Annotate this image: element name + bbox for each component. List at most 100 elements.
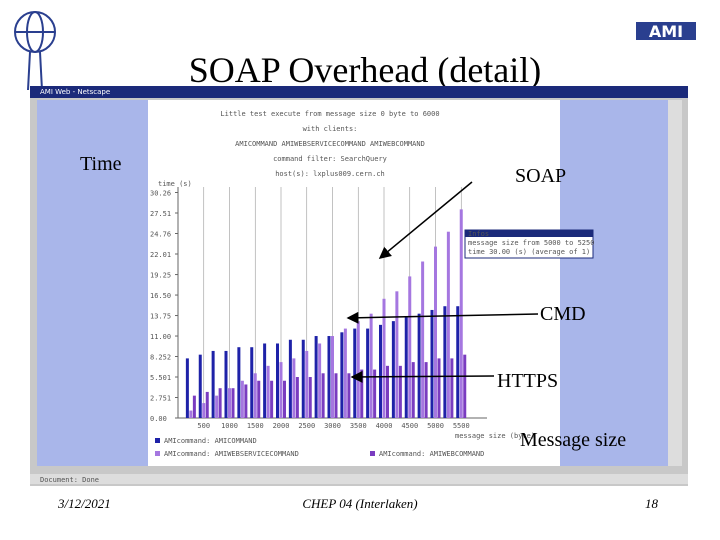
x-tick-label: 3500 <box>350 422 367 430</box>
annotation: CMD <box>540 303 586 325</box>
bar <box>198 354 202 418</box>
annotation: SOAP <box>515 165 566 187</box>
y-tick-label: 2.751 <box>150 395 171 403</box>
y-tick-label: 30.26 <box>150 190 171 198</box>
x-tick-label: 3000 <box>324 422 341 430</box>
bar <box>308 377 312 418</box>
bar <box>314 336 318 418</box>
bar <box>450 358 454 418</box>
bar <box>398 365 402 418</box>
bar <box>463 354 467 418</box>
bar <box>373 369 377 418</box>
y-tick-label: 8.252 <box>150 354 171 362</box>
bar <box>318 343 322 418</box>
window-titlebar <box>30 86 688 98</box>
y-tick-label: 16.50 <box>150 292 171 300</box>
bar <box>382 298 386 418</box>
bar <box>253 373 257 418</box>
bar <box>305 350 309 418</box>
x-tick-label: 5000 <box>427 422 444 430</box>
bar <box>456 306 460 418</box>
bar <box>434 246 437 418</box>
bar <box>343 328 347 418</box>
y-tick-label: 5.501 <box>150 374 171 382</box>
x-tick-label: 500 <box>197 422 210 430</box>
bar <box>250 347 254 418</box>
status-bar <box>30 474 688 484</box>
y-tick-label: 27.51 <box>150 210 171 218</box>
bar <box>395 291 399 418</box>
footer-event: CHEP 04 (Interlaken) <box>302 496 417 511</box>
bar <box>430 309 434 418</box>
bar <box>386 365 389 418</box>
bar <box>228 388 231 418</box>
bar <box>283 380 286 418</box>
x-axis-label: message size (byte) <box>455 432 535 440</box>
x-tick-label: 5500 <box>453 422 470 430</box>
bar <box>446 231 450 418</box>
tooltip-text: message size from 5000 to 5250 <box>468 239 594 247</box>
bar <box>205 391 209 418</box>
x-tick-label: 4500 <box>401 422 418 430</box>
bar <box>202 403 206 418</box>
bar <box>295 377 299 418</box>
bar <box>185 358 189 418</box>
bar <box>331 336 334 418</box>
scrollbar <box>668 100 682 466</box>
x-tick-label: 4000 <box>376 422 393 430</box>
bar <box>244 384 248 418</box>
y-tick-label: 24.76 <box>150 230 171 238</box>
bar <box>443 306 447 418</box>
y-tick-label: 11.00 <box>150 333 171 341</box>
chart-title: Little test execute from message size 0 … <box>220 110 439 118</box>
legend-swatch <box>155 438 160 443</box>
bar <box>459 209 463 418</box>
bar <box>421 261 425 418</box>
bar <box>189 410 193 418</box>
bar <box>327 336 331 418</box>
x-tick-label: 2500 <box>298 422 315 430</box>
annotation: Message size <box>520 429 626 451</box>
legend-label: AMIcommand: AMIWEBCOMMAND <box>379 450 484 458</box>
bar <box>224 350 228 418</box>
y-tick-label: 19.25 <box>150 272 171 280</box>
x-tick-label: 2000 <box>273 422 290 430</box>
bar <box>237 347 241 418</box>
arrows <box>346 181 539 383</box>
bar <box>353 328 357 418</box>
bar <box>257 380 261 418</box>
bar <box>369 313 373 418</box>
window-title: AMI Web - Netscape <box>40 88 110 96</box>
bar <box>356 321 360 418</box>
bar <box>437 358 441 418</box>
annotation: Time <box>80 153 122 175</box>
legend-label: AMIcommand: AMICOMMAND <box>164 437 257 445</box>
bar <box>366 328 370 418</box>
bar <box>192 395 196 418</box>
bar <box>340 332 344 418</box>
bar <box>288 339 292 418</box>
bar <box>270 380 274 418</box>
slide-title: SOAP Overhead (detail) <box>189 50 542 90</box>
legend-swatch <box>155 451 160 456</box>
bar <box>215 395 219 418</box>
bar <box>408 276 412 418</box>
bar <box>321 373 325 418</box>
y-tick-label: 0.00 <box>150 415 167 423</box>
bar <box>334 373 338 418</box>
annotation: HTTPS <box>497 370 558 392</box>
tooltip-text: time 30.00 (s) (average of 1) <box>468 248 590 256</box>
chart-title: AMICOMMAND AMIWEBSERVICECOMMAND AMIWEBCO… <box>235 140 425 148</box>
bar <box>276 343 279 418</box>
x-tick-label: 1500 <box>247 422 264 430</box>
bar <box>266 365 270 418</box>
legend-swatch <box>370 451 375 456</box>
bar <box>211 350 215 418</box>
bar <box>347 373 351 418</box>
bar <box>379 324 382 418</box>
status-text: Document: Done <box>40 476 99 484</box>
footer-page: 18 <box>645 496 659 511</box>
chart-title: command filter: SearchQuery <box>273 155 387 163</box>
chart-title: host(s): lxplus009.cern.ch <box>275 170 385 178</box>
